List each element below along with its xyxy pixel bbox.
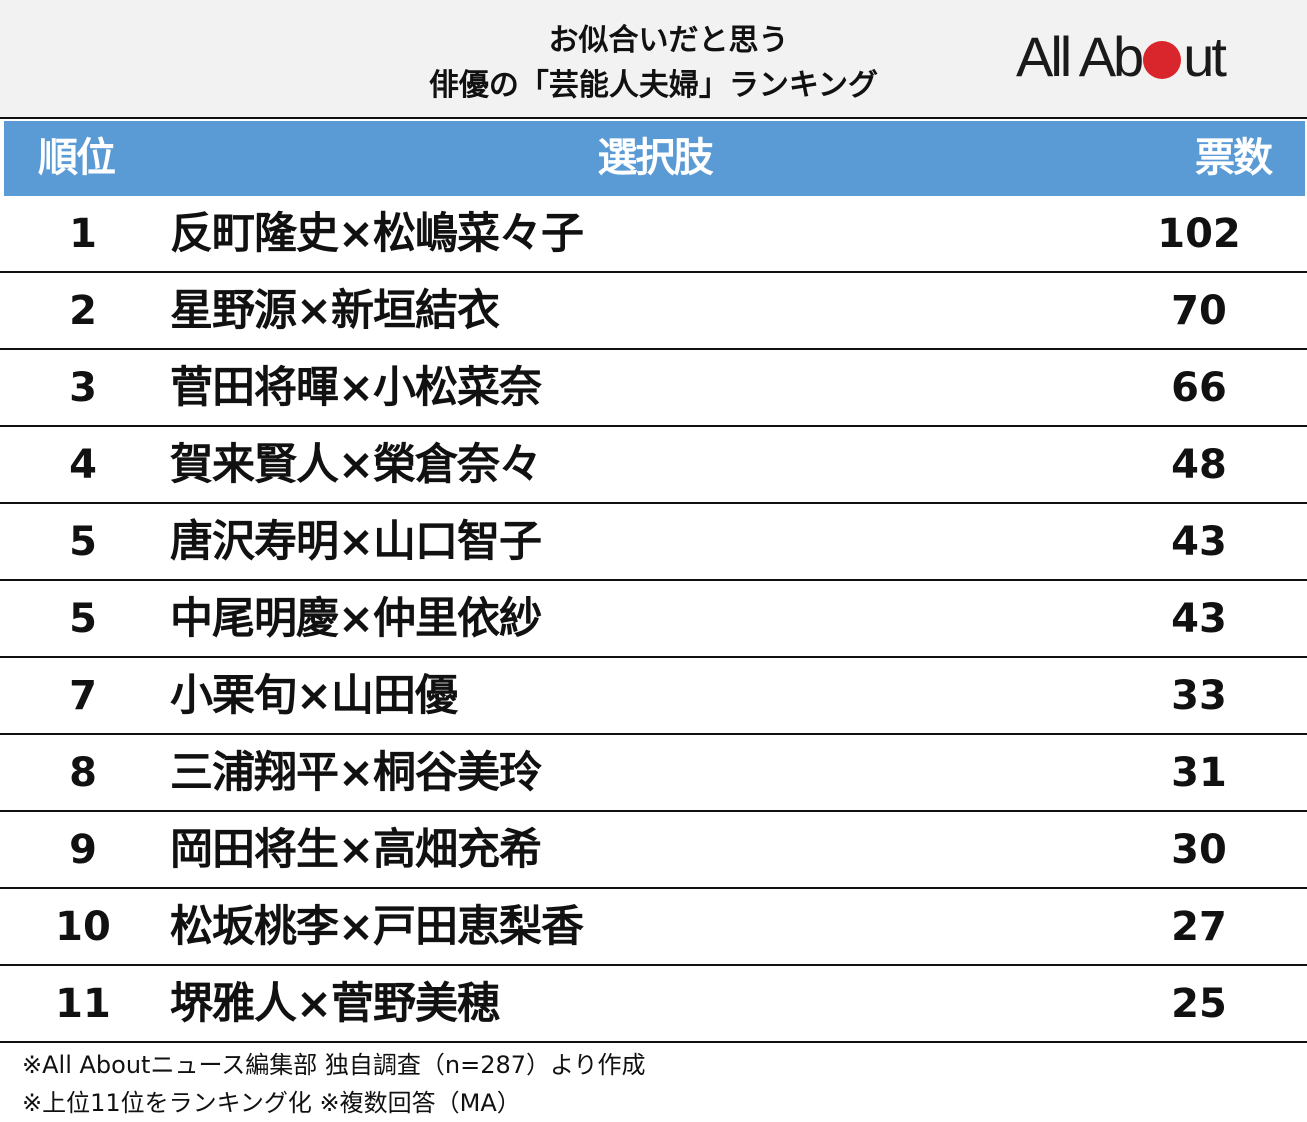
- logo-red-dot-icon: [1143, 41, 1182, 79]
- allabout-logo: All Ab ut: [1016, 25, 1256, 88]
- rank-cell: 5: [69, 519, 97, 565]
- votes-cell: 43: [1171, 519, 1227, 565]
- column-header-choice: 選択肢: [597, 135, 714, 181]
- choice-cell: 岡田将生×高畑充希: [170, 825, 542, 875]
- choice-cell: 松坂桃李×戸田恵梨香: [170, 902, 584, 952]
- table-row: 5 唐沢寿明×山口智子 43: [0, 504, 1307, 581]
- votes-cell: 102: [1157, 211, 1241, 257]
- rank-cell: 3: [69, 365, 97, 411]
- choice-cell: 堺雅人×菅野美穂: [170, 979, 500, 1029]
- footnote-source: ※All Aboutニュース編集部 独自調査（n=287）より作成: [22, 1051, 646, 1079]
- table-row: 9 岡田将生×高畑充希 30: [0, 812, 1307, 889]
- votes-cell: 33: [1171, 673, 1227, 719]
- votes-cell: 25: [1171, 981, 1227, 1027]
- table-row: 10 松坂桃李×戸田恵梨香 27: [0, 889, 1307, 966]
- table-row: 7 小栗旬×山田優 33: [0, 658, 1307, 735]
- title-line-2: 俳優の「芸能人夫婦」ランキング: [428, 68, 879, 103]
- votes-cell: 48: [1171, 442, 1227, 488]
- table-header: 選択肢 順位 票数: [4, 121, 1305, 196]
- rank-cell: 11: [55, 981, 111, 1027]
- table-row: 1 反町隆史×松嶋菜々子 102: [0, 196, 1307, 273]
- rank-cell: 2: [69, 288, 97, 334]
- table-row: 3 菅田将暉×小松菜奈 66: [0, 350, 1307, 427]
- choice-cell: 菅田将暉×小松菜奈: [170, 363, 542, 413]
- votes-cell: 43: [1171, 596, 1227, 642]
- votes-cell: 66: [1171, 365, 1227, 411]
- table-row: 11 堺雅人×菅野美穂 25: [0, 966, 1307, 1043]
- page-title: お似合いだと思う 俳優の「芸能人夫婦」ランキング: [0, 18, 1307, 108]
- logo-text-start: All Ab: [1016, 24, 1144, 88]
- rank-cell: 1: [69, 211, 97, 257]
- choice-cell: 小栗旬×山田優: [170, 671, 458, 721]
- column-header-votes: 票数: [1195, 135, 1273, 181]
- choice-cell: 唐沢寿明×山口智子: [170, 517, 542, 567]
- ranking-table-body: 1 反町隆史×松嶋菜々子 102 2 星野源×新垣結衣 70 3 菅田将暉×小松…: [0, 196, 1307, 1043]
- rank-cell: 7: [69, 673, 97, 719]
- title-band: お似合いだと思う 俳優の「芸能人夫婦」ランキング All Ab ut: [0, 0, 1307, 119]
- votes-cell: 70: [1171, 288, 1227, 334]
- footnote-method: ※上位11位をランキング化 ※複数回答（MA）: [22, 1089, 521, 1117]
- rank-cell: 4: [69, 442, 97, 488]
- logo-text-end: ut: [1183, 24, 1227, 88]
- table-row: 8 三浦翔平×桐谷美玲 31: [0, 735, 1307, 812]
- rank-cell: 10: [55, 904, 111, 950]
- column-header-rank: 順位: [38, 135, 116, 181]
- votes-cell: 27: [1171, 904, 1227, 950]
- table-row: 5 中尾明慶×仲里依紗 43: [0, 581, 1307, 658]
- table-row: 2 星野源×新垣結衣 70: [0, 273, 1307, 350]
- choice-cell: 賀来賢人×榮倉奈々: [170, 440, 542, 490]
- choice-cell: 星野源×新垣結衣: [170, 286, 500, 336]
- choice-cell: 反町隆史×松嶋菜々子: [170, 209, 584, 259]
- rank-cell: 5: [69, 596, 97, 642]
- choice-cell: 三浦翔平×桐谷美玲: [170, 748, 542, 798]
- rank-cell: 8: [69, 750, 97, 796]
- rank-cell: 9: [69, 827, 97, 873]
- table-row: 4 賀来賢人×榮倉奈々 48: [0, 427, 1307, 504]
- votes-cell: 31: [1171, 750, 1227, 796]
- title-line-1: お似合いだと思う: [548, 23, 789, 58]
- choice-cell: 中尾明慶×仲里依紗: [170, 594, 542, 644]
- footnotes: ※All Aboutニュース編集部 独自調査（n=287）より作成 ※上位11位…: [22, 1046, 646, 1122]
- votes-cell: 30: [1171, 827, 1227, 873]
